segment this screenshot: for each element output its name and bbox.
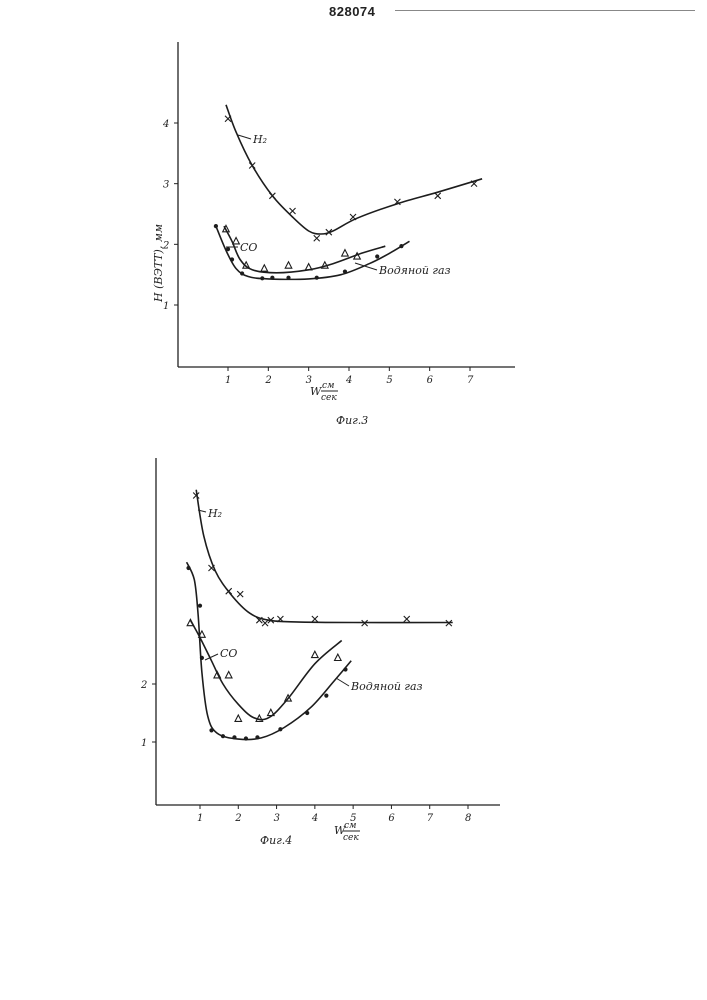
fig4-point-co-3 [225, 672, 232, 678]
fig3-x-tick-label-4: 4 [345, 375, 352, 386]
fig3-series-label-co: CO [240, 241, 257, 254]
fig3-y-tick-label-4: 4 [162, 119, 169, 130]
fig4-point-водяной-газ-11 [343, 667, 347, 671]
fig3-point-водяной-газ-4 [260, 276, 264, 280]
fig4-point-h2-8 [312, 616, 318, 622]
fig3-point-водяной-газ-8 [343, 270, 347, 274]
fig3-point-водяной-газ-10 [399, 244, 403, 248]
fig4-point-водяной-газ-7 [255, 735, 259, 739]
figure-4: 12345678 12 H₂ CO Водяной газ W см сек Ф… [140, 458, 500, 847]
fig3-caption: Фиг.3 [336, 414, 368, 427]
fig4-point-водяной-газ-9 [305, 711, 309, 715]
fig3-x-tick-label-2: 2 [264, 375, 271, 386]
fig3-x-ticks: 1234567 [225, 367, 474, 386]
fig3-point-водяной-газ-0 [214, 224, 218, 228]
fig3-point-h2-3 [290, 208, 296, 214]
fig4-point-водяной-газ-6 [244, 736, 248, 740]
fig3-point-водяной-газ-9 [375, 254, 379, 258]
fig4-point-водяной-газ-4 [221, 734, 225, 738]
fig4-point-водяной-газ-5 [232, 735, 236, 739]
fig4-point-h2-5 [262, 620, 268, 626]
fig4-point-h2-10 [404, 616, 410, 622]
fig3-point-водяной-газ-5 [270, 276, 274, 280]
fig4-x-tick-label-7: 7 [427, 813, 434, 824]
fig3-x-axis-label-unit-top: см [322, 381, 335, 391]
fig4-point-co-4 [235, 715, 242, 721]
fig4-y-ticks: 12 [140, 680, 156, 749]
fig4-x-tick-label-6: 6 [388, 813, 395, 824]
fig4-point-водяной-газ-2 [200, 656, 204, 660]
fig4-series-label-co: CO [220, 647, 237, 660]
fig4-leader-water-gas [336, 678, 349, 686]
fig3-point-co-7 [342, 250, 349, 256]
fig3-point-co-3 [261, 265, 268, 271]
fig4-x-tick-label-4: 4 [311, 813, 318, 824]
fig3-x-tick-label-1: 1 [225, 375, 231, 386]
fig4-point-co-6 [268, 709, 275, 715]
fig4-point-водяной-газ-3 [209, 728, 213, 732]
fig4-x-axis-label-unit-top: см [344, 821, 357, 831]
fig4-curve-h2 [196, 490, 453, 623]
fig3-series-label-h2: H₂ [252, 133, 267, 146]
fig3-point-водяной-газ-1 [226, 247, 230, 251]
fig3-point-h2-8 [435, 193, 441, 199]
fig3-curve-h2 [226, 105, 482, 234]
fig4-y-tick-label-1: 1 [141, 738, 147, 749]
fig3-point-h2-4 [314, 235, 320, 241]
fig4-x-axis-label-unit-bottom: сек [343, 833, 359, 843]
fig4-x-tick-label-2: 2 [234, 813, 241, 824]
fig4-point-co-9 [335, 654, 342, 660]
fig4-curves [187, 490, 453, 740]
fig3-y-tick-label-3: 3 [163, 180, 169, 191]
fig3-point-h2-1 [249, 162, 255, 168]
fig3-point-водяной-газ-2 [230, 257, 234, 261]
fig3-y-axis-label: H (ВЭТТ), мм [152, 224, 165, 303]
fig4-point-водяной-газ-8 [278, 727, 282, 731]
fig3-point-co-4 [285, 262, 292, 268]
fig4-point-h2-2 [226, 588, 232, 594]
fig4-point-h2-3 [237, 591, 243, 597]
fig4-x-tick-label-1: 1 [197, 813, 203, 824]
fig4-x-ticks: 12345678 [197, 805, 471, 824]
fig3-point-водяной-газ-3 [240, 271, 244, 275]
fig4-point-водяной-газ-10 [324, 694, 328, 698]
fig3-x-tick-label-5: 5 [386, 375, 392, 386]
fig3-series-label-water-gas: Водяной газ [378, 264, 451, 277]
fig3-point-водяной-газ-7 [315, 276, 319, 280]
fig4-x-tick-label-8: 8 [465, 813, 471, 824]
fig3-point-h2-2 [269, 193, 275, 199]
fig4-curve-co [190, 620, 341, 719]
fig4-point-co-0 [187, 619, 194, 625]
fig4-series-label-h2: H₂ [207, 507, 222, 520]
fig4-point-водяной-газ-1 [198, 604, 202, 608]
fig4-caption: Фиг.4 [260, 834, 292, 847]
fig3-point-co-1 [233, 238, 240, 244]
fig3-x-tick-label-7: 7 [467, 375, 474, 386]
fig4-x-tick-label-3: 3 [274, 813, 280, 824]
fig3-x-axis-label-unit-bottom: сек [321, 393, 337, 403]
fig3-x-tick-label-6: 6 [427, 375, 434, 386]
fig4-markers [186, 493, 451, 741]
fig4-series-label-water-gas: Водяной газ [350, 680, 423, 693]
figure-3: 1234567 1234 H (ВЭТТ), мм H₂ CO Водяной … [152, 42, 515, 427]
fig3-leader-h2 [238, 135, 251, 139]
fig3-point-h2-6 [350, 214, 356, 220]
fig4-y-tick-label-2: 2 [140, 680, 147, 691]
fig4-point-co-8 [312, 651, 319, 657]
fig4-point-водяной-газ-0 [186, 566, 190, 570]
fig3-point-водяной-газ-6 [286, 276, 290, 280]
